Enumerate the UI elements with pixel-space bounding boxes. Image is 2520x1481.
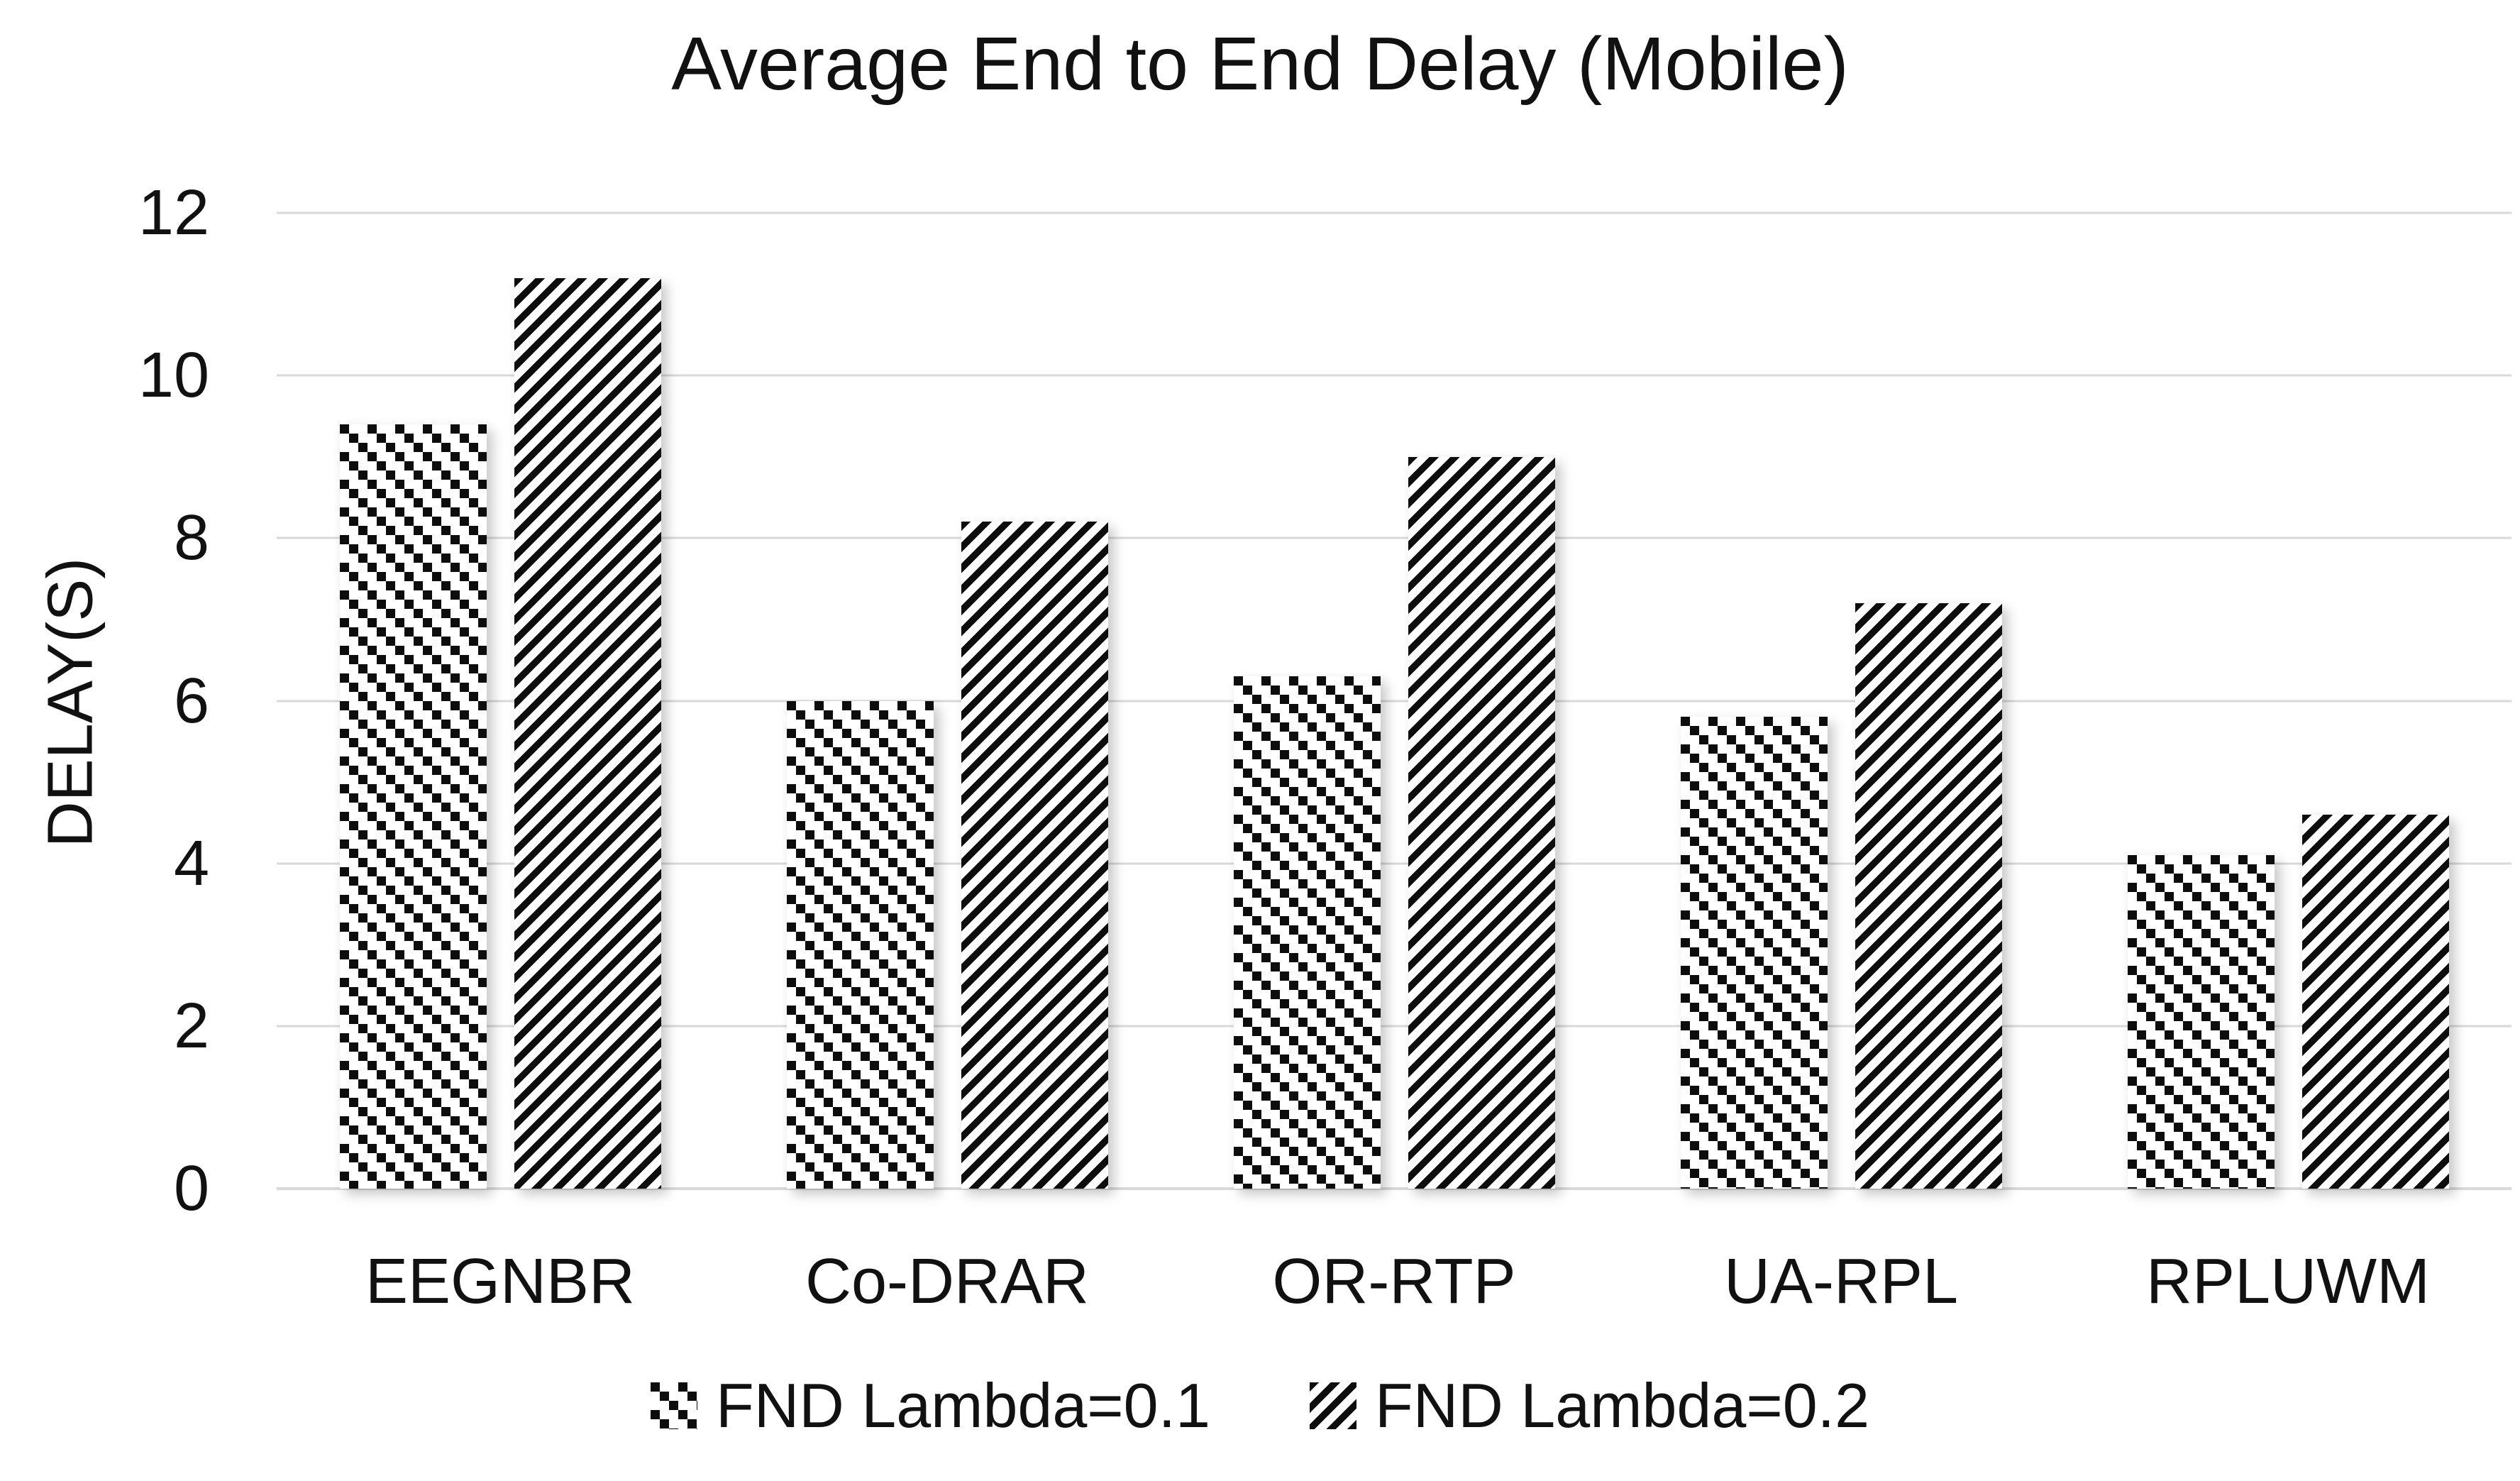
bar-group-eegnbr [277, 213, 724, 1189]
legend-label-fnd-lambda-0-2: FND Lambda=0.2 [1375, 1370, 1870, 1441]
legend-swatch-diagonal-stripes-icon [1310, 1382, 1356, 1429]
gridline-y-4 [277, 862, 2511, 865]
gridline-y-12 [277, 211, 2511, 214]
gridline-y-8 [277, 536, 2511, 539]
x-category-label-eegnbr: EEGNBR [365, 1246, 636, 1317]
y-tick-label-8: 8 [173, 502, 209, 574]
bar-groups [277, 213, 2511, 1189]
bar-group-rpluwm [2065, 213, 2511, 1189]
y-tick-label-0: 0 [173, 1153, 209, 1224]
x-axis-category-labels: EEGNBR Co-DRAR OR-RTP UA-RPL RPLUWM [277, 1245, 2511, 1318]
legend-item-fnd-lambda-0-1: FND Lambda=0.1 [650, 1370, 1210, 1442]
y-tick-label-10: 10 [138, 340, 209, 412]
y-tick-label-12: 12 [138, 177, 209, 248]
bar-group-or-rtp [1171, 213, 1618, 1189]
legend-swatch-checker-squares-icon [650, 1382, 697, 1429]
gridline-y-0 [277, 1187, 2511, 1190]
x-category-label-co-drar: Co-DRAR [805, 1246, 1090, 1317]
legend-item-fnd-lambda-0-2: FND Lambda=0.2 [1310, 1370, 1869, 1442]
bar-fnd-lambda-0-1-ua-rpl [1680, 717, 1828, 1189]
bar-fnd-lambda-0-1-rpluwm [2127, 855, 2275, 1189]
bar-group-ua-rpl [1618, 213, 2065, 1189]
bar-fnd-lambda-0-1-co-drar [786, 700, 934, 1189]
bar-group-co-drar [724, 213, 1171, 1189]
bar-fnd-lambda-0-2-or-rtp [1408, 456, 1555, 1189]
y-axis-tick-labels: 0 2 4 6 8 10 12 [0, 181, 209, 1221]
y-tick-label-6: 6 [173, 665, 209, 737]
bar-fnd-lambda-0-1-eegnbr [339, 424, 487, 1189]
gridline-y-6 [277, 700, 2511, 702]
x-category-label-or-rtp: OR-RTP [1272, 1246, 1516, 1317]
plot-area [277, 211, 2511, 1190]
x-category-label-ua-rpl: UA-RPL [1723, 1246, 1959, 1317]
bar-fnd-lambda-0-2-co-drar [961, 522, 1108, 1189]
bar-fnd-lambda-0-1-or-rtp [1233, 676, 1381, 1189]
bar-fnd-lambda-0-2-ua-rpl [1855, 603, 2002, 1189]
chart-title: Average End to End Delay (Mobile) [671, 22, 1849, 106]
gridline-y-10 [277, 374, 2511, 377]
y-tick-label-2: 2 [173, 990, 209, 1062]
y-tick-label-4: 4 [173, 827, 209, 899]
x-category-label-rpluwm: RPLUWM [2146, 1246, 2430, 1317]
legend-label-fnd-lambda-0-1: FND Lambda=0.1 [715, 1370, 1210, 1441]
gridline-y-2 [277, 1025, 2511, 1028]
legend: FND Lambda=0.1 FND Lambda=0.2 [0, 1370, 2520, 1442]
bar-fnd-lambda-0-2-eegnbr [514, 277, 661, 1189]
bar-fnd-lambda-0-2-rpluwm [2301, 814, 2449, 1189]
